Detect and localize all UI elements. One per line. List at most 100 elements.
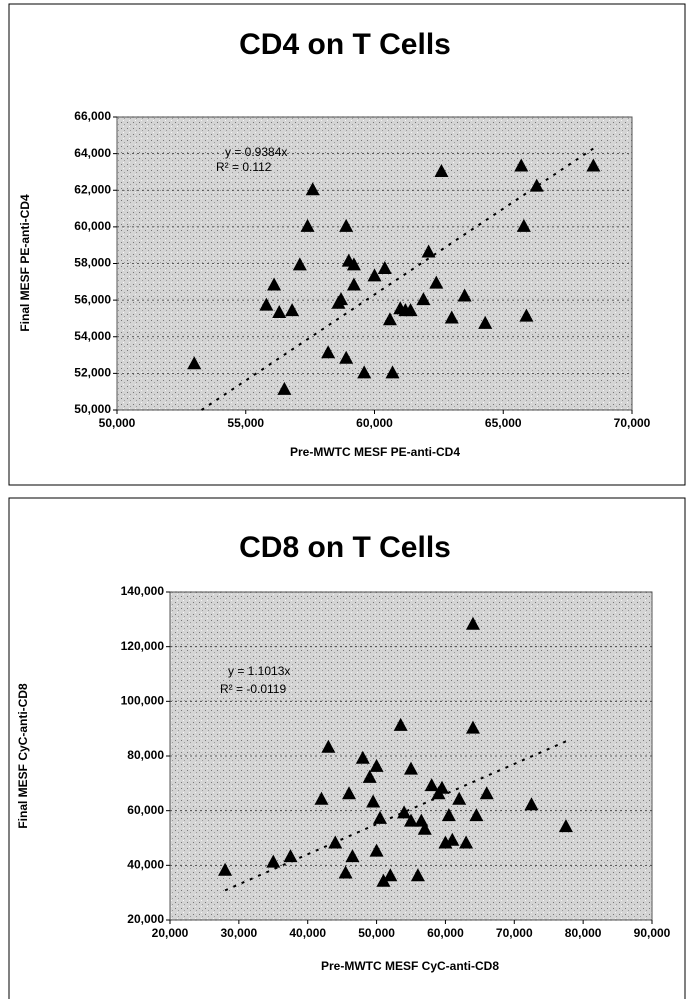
point	[362, 769, 377, 783]
point	[218, 862, 233, 876]
point	[345, 849, 360, 863]
point	[465, 720, 480, 734]
y-tick-label: 62,000	[74, 182, 111, 196]
x-tick-label: 50,000	[358, 926, 395, 940]
point	[283, 849, 298, 863]
trend-equation: y = 0.9384x	[225, 145, 287, 159]
y-tick-label: 58,000	[74, 256, 111, 270]
point	[300, 218, 315, 232]
point	[393, 717, 408, 731]
x-axis-title: Pre-MWTC MESF CyC-anti-CD8	[321, 959, 499, 973]
point	[416, 292, 431, 306]
point	[469, 808, 484, 822]
x-tick-label: 20,000	[152, 926, 189, 940]
chart-title: CD4 on T Cells	[239, 28, 451, 61]
y-tick-label: 64,000	[74, 146, 111, 160]
point	[382, 312, 397, 326]
point	[445, 832, 460, 846]
point	[367, 268, 382, 282]
point	[357, 365, 372, 379]
y-tick-label: 120,000	[121, 639, 165, 653]
x-tick-label: 90,000	[634, 926, 671, 940]
point	[457, 288, 472, 302]
point	[305, 182, 320, 196]
x-tick-label: 60,000	[427, 926, 464, 940]
point	[338, 865, 353, 879]
point	[266, 854, 281, 868]
y-tick-label: 50,000	[74, 402, 111, 416]
point	[355, 750, 370, 764]
point	[373, 810, 388, 824]
point	[404, 761, 418, 775]
y-tick-label: 52,000	[74, 366, 111, 380]
y-tick-label: 66,000	[74, 109, 111, 123]
y-tick-label: 140,000	[121, 584, 165, 598]
point	[321, 345, 336, 359]
x-axis-title: Pre-MWTC MESF PE-anti-CD4	[290, 445, 460, 459]
r-squared: R² = 0.112	[216, 160, 272, 174]
x-tick-label: 80,000	[565, 926, 602, 940]
point	[404, 813, 418, 827]
point	[328, 835, 343, 849]
point	[444, 310, 459, 324]
point	[558, 819, 573, 833]
y-tick-label: 100,000	[121, 694, 165, 708]
y-axis-title: Final MESF PE-anti-CD4	[18, 194, 32, 332]
point	[259, 297, 274, 311]
point	[366, 794, 381, 808]
chart-title: CD8 on T Cells	[239, 531, 451, 564]
y-tick-label: 20,000	[127, 912, 164, 926]
point	[434, 163, 449, 177]
point	[334, 292, 349, 306]
point	[421, 244, 436, 258]
x-tick-label: 50,000	[99, 416, 136, 430]
point	[346, 257, 361, 271]
y-tick-label: 56,000	[74, 292, 111, 306]
point	[277, 381, 292, 395]
point	[524, 797, 539, 811]
point	[514, 158, 529, 172]
point	[385, 365, 400, 379]
y-tick-label: 54,000	[74, 329, 111, 343]
point	[314, 791, 329, 805]
r-squared: R² = -0.0119	[220, 682, 286, 696]
y-tick-label: 60,000	[74, 219, 111, 233]
point	[452, 791, 467, 805]
x-tick-label: 70,000	[614, 416, 651, 430]
point	[478, 315, 493, 329]
point	[187, 356, 202, 370]
point	[529, 178, 544, 192]
x-tick-label: 65,000	[485, 416, 522, 430]
x-tick-label: 40,000	[289, 926, 326, 940]
x-tick-label: 55,000	[227, 416, 264, 430]
x-tick-label: 60,000	[356, 416, 393, 430]
point	[292, 257, 307, 271]
x-tick-label: 30,000	[221, 926, 258, 940]
point	[586, 158, 601, 172]
point	[479, 786, 494, 800]
point	[459, 835, 474, 849]
point	[434, 780, 449, 794]
point	[267, 277, 282, 291]
point	[339, 218, 354, 232]
point	[272, 304, 287, 318]
y-axis-title: Final MESF CyC-anti-CD8	[16, 683, 30, 829]
point	[383, 868, 398, 882]
y-tick-label: 40,000	[127, 858, 164, 872]
point	[346, 277, 361, 291]
point	[403, 303, 418, 317]
point	[369, 843, 384, 857]
point	[376, 873, 391, 887]
point	[519, 308, 534, 322]
x-tick-label: 70,000	[496, 926, 533, 940]
point	[417, 821, 432, 835]
trendline	[200, 147, 594, 411]
trend-equation: y = 1.1013x	[228, 664, 290, 678]
point	[429, 275, 444, 289]
point	[410, 868, 425, 882]
point	[516, 218, 531, 232]
point	[441, 808, 456, 822]
point	[397, 805, 412, 819]
y-tick-label: 80,000	[127, 748, 164, 762]
point	[465, 616, 480, 630]
